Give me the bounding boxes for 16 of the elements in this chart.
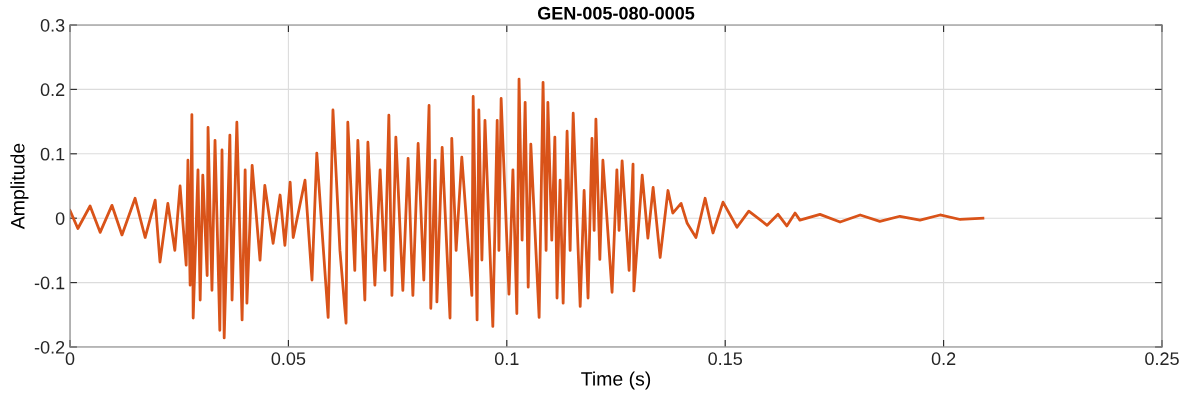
x-tick-label: 0.15 <box>708 352 743 366</box>
x-tick-label: 0.2 <box>931 352 956 366</box>
x-tick-label: 0.25 <box>1145 352 1179 366</box>
y-tick-label: -0.2 <box>34 340 65 354</box>
y-tick-label: 0 <box>55 212 65 225</box>
chart-title: GEN-005-080-0005 <box>537 6 695 20</box>
y-axis-title: Amplitude <box>10 143 29 230</box>
x-axis-title: Time (s) <box>581 371 651 390</box>
x-tick-label: 0.1 <box>494 352 519 366</box>
line-series <box>70 77 985 340</box>
y-tick-label: -0.1 <box>34 276 65 290</box>
x-tick-label: 0.05 <box>271 352 306 366</box>
x-tick-label: 0 <box>65 352 75 366</box>
y-tick-label: 0.1 <box>40 147 65 161</box>
y-tick-label: 0.2 <box>40 83 65 97</box>
y-tick-label: 0.3 <box>40 18 65 32</box>
